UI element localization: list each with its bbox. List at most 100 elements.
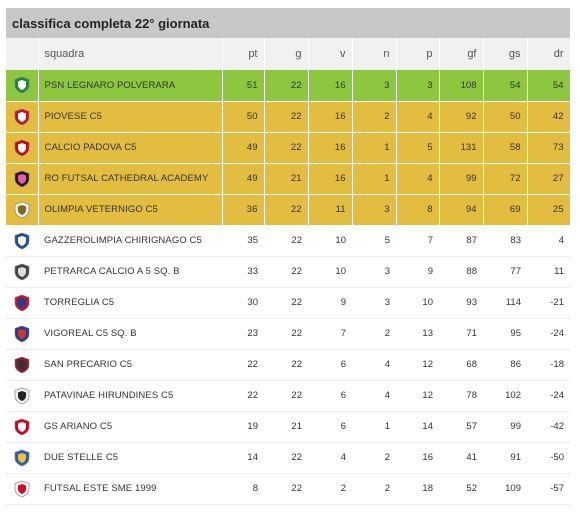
header-dr[interactable]: dr <box>527 38 571 70</box>
team-name[interactable]: PSN LEGNARO POLVERARA <box>38 70 223 101</box>
team-name[interactable]: PATAVINAE HIRUNDINES C5 <box>44 390 174 401</box>
stat-p: 8 <box>396 194 440 225</box>
stat-gs: 114 <box>505 297 521 308</box>
team-logo-cell <box>6 101 39 132</box>
team-logo-cell <box>6 287 38 318</box>
stat-dr: -50 <box>550 452 564 463</box>
stat-pt: 22 <box>247 390 258 401</box>
table-row[interactable]: VIGOREAL C5 Sq. B 23 22 7 2 13 71 95 -24 <box>6 318 570 349</box>
table-row[interactable]: GS ARIANO C5 19 21 6 1 14 57 99 -42 <box>6 411 570 442</box>
stat-gf: 71 <box>466 328 477 339</box>
stat-p: 14 <box>422 421 433 432</box>
stat-n: 1 <box>384 421 390 432</box>
table-row[interactable]: PATAVINAE HIRUNDINES C5 22 22 6 4 12 78 102 -24 <box>6 380 570 411</box>
team-logo-cell <box>6 473 38 504</box>
header-gs[interactable]: gs <box>483 38 528 70</box>
team-logo-cell <box>6 442 38 473</box>
stat-gf: 68 <box>466 359 477 370</box>
table-row[interactable]: OLIMPIA VETERNIGO C5 36 22 11 3 8 94 69 25 <box>6 194 571 225</box>
stat-pt: 36 <box>222 194 265 225</box>
team-name[interactable]: GS ARIANO C5 <box>44 421 113 432</box>
stat-n: 4 <box>384 390 390 401</box>
stat-pt: 23 <box>247 328 258 339</box>
stat-gs: 54 <box>483 70 528 101</box>
ro-futsal-crest-icon <box>13 170 31 188</box>
stat-p: 3 <box>396 70 440 101</box>
stat-g: 22 <box>291 390 302 401</box>
header-n[interactable]: n <box>352 38 397 70</box>
vigoreal-crest-icon <box>13 325 31 343</box>
stat-n: 2 <box>384 483 390 494</box>
stat-gf: 93 <box>466 297 477 308</box>
stat-v: 11 <box>308 194 353 225</box>
header-pt[interactable]: pt <box>222 38 265 70</box>
header-g[interactable]: g <box>264 38 309 70</box>
header-gf[interactable]: gf <box>439 38 484 70</box>
stat-v: 7 <box>340 328 346 339</box>
stat-pt: 30 <box>247 297 258 308</box>
table-row[interactable]: FUTSAL ESTE SME 1999 8 22 2 2 18 52 109 -57 <box>6 473 570 504</box>
team-name[interactable]: FUTSAL ESTE SME 1999 <box>44 483 157 494</box>
team-name[interactable]: TORREGLIA C5 <box>44 297 115 308</box>
team-name[interactable]: GAZZEROLIMPIA CHIRIGNAGO C5 <box>44 235 202 246</box>
team-logo-cell <box>6 318 38 349</box>
gs-ariano-crest-icon <box>13 418 31 436</box>
olimpia-veternigo-crest-icon <box>13 201 31 219</box>
table-row[interactable]: CALCIO PADOVA C5 49 22 16 1 5 131 58 73 <box>6 132 571 163</box>
team-name[interactable]: DUE STELLE C5 <box>44 452 119 463</box>
table-row[interactable]: PETRARCA CALCIO A 5 Sq. B 33 22 10 3 9 88 77 11 <box>6 256 570 287</box>
stat-gs: 69 <box>483 194 528 225</box>
stat-p: 13 <box>422 328 433 339</box>
stat-dr: 25 <box>527 194 571 225</box>
stat-gf: 41 <box>466 452 477 463</box>
calcio-padova-crest-icon <box>13 139 31 157</box>
team-name[interactable]: PETRARCA CALCIO A 5 Sq. B <box>44 266 180 277</box>
table-row[interactable]: TORREGLIA C5 30 22 9 3 10 93 114 -21 <box>6 287 570 318</box>
stat-p: 12 <box>422 359 433 370</box>
header-v[interactable]: v <box>308 38 353 70</box>
table-row[interactable]: PSN LEGNARO POLVERARA 51 22 16 3 3 108 54 54 <box>6 70 571 101</box>
stat-dr: -24 <box>550 390 564 401</box>
table-row[interactable]: RO FUTSAL CATHEDRAL ACADEMY 49 21 16 1 4 99 72 2… <box>6 163 571 194</box>
stat-gs: 86 <box>510 359 521 370</box>
team-name[interactable]: PIOVESE C5 <box>38 101 223 132</box>
stat-v: 6 <box>340 359 346 370</box>
team-name[interactable]: VIGOREAL C5 Sq. B <box>44 328 137 339</box>
stat-gf: 108 <box>439 70 484 101</box>
stat-n: 3 <box>352 70 397 101</box>
stat-v: 16 <box>308 132 353 163</box>
team-name[interactable]: CALCIO PADOVA C5 <box>38 132 223 163</box>
team-name[interactable]: SAN PRECARIO C5 <box>44 359 133 370</box>
team-logo-cell <box>6 132 39 163</box>
stat-dr: -21 <box>550 297 564 308</box>
table-row[interactable]: DUE STELLE C5 14 22 4 2 16 41 91 -50 <box>6 442 570 473</box>
stat-v: 6 <box>340 390 346 401</box>
stat-gs: 91 <box>510 452 521 463</box>
stat-dr: 4 <box>558 235 564 246</box>
torreglia-crest-icon <box>13 294 31 312</box>
team-logo-cell <box>6 225 38 256</box>
team-name[interactable]: RO FUTSAL CATHEDRAL ACADEMY <box>38 163 223 194</box>
team-name[interactable]: OLIMPIA VETERNIGO C5 <box>38 194 223 225</box>
stat-gs: 109 <box>505 483 521 494</box>
stat-g: 22 <box>291 328 302 339</box>
stat-p: 9 <box>427 266 433 277</box>
table-row[interactable]: GAZZEROLIMPIA CHIRIGNAGO C5 35 22 10 5 7 87 83 4 <box>6 225 570 256</box>
table-row[interactable]: PIOVESE C5 50 22 16 2 4 92 50 42 <box>6 101 571 132</box>
stat-gs: 99 <box>510 421 521 432</box>
stat-p: 4 <box>396 163 440 194</box>
stat-dr: 11 <box>554 266 564 277</box>
stat-dr: 27 <box>527 163 571 194</box>
stat-pt: 50 <box>222 101 265 132</box>
stat-v: 16 <box>308 163 353 194</box>
table-row[interactable]: SAN PRECARIO C5 22 22 6 4 12 68 86 -18 <box>6 349 570 380</box>
stat-n: 2 <box>352 101 397 132</box>
team-logo-cell <box>6 411 38 442</box>
stat-g: 22 <box>291 452 302 463</box>
header-p[interactable]: p <box>396 38 440 70</box>
header-squadra[interactable]: squadra <box>38 38 223 70</box>
team-logo-cell <box>6 163 39 194</box>
due-stelle-crest-icon <box>13 449 31 467</box>
stat-gs: 58 <box>483 132 528 163</box>
stat-n: 4 <box>384 359 390 370</box>
